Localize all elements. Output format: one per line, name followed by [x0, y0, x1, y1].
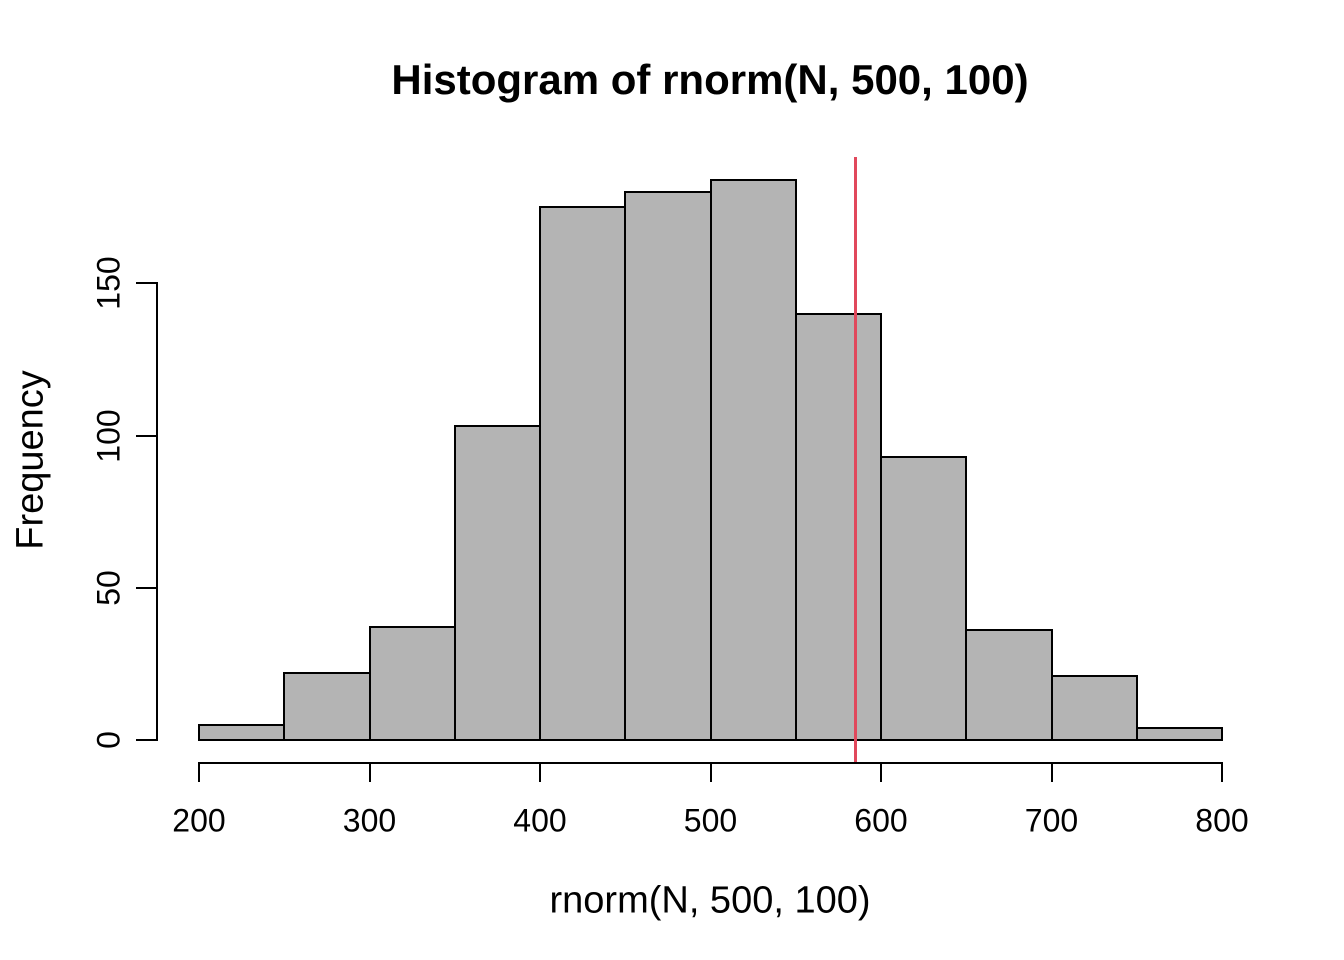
histogram-bar: [794, 312, 882, 741]
histogram-bar: [539, 206, 627, 741]
histogram-bar: [624, 190, 712, 741]
reference-vline: [853, 157, 857, 763]
x-tick-label: 400: [513, 802, 567, 839]
y-axis-line: [156, 282, 158, 741]
y-tick-label: 0: [90, 731, 127, 749]
x-axis-tick: [198, 762, 200, 782]
x-tick-label: 800: [1195, 802, 1249, 839]
chart-title: Histogram of rnorm(N, 500, 100): [391, 56, 1029, 103]
x-tick-label: 200: [172, 802, 226, 839]
histogram-bar: [283, 672, 371, 741]
y-tick-label: 100: [90, 408, 127, 463]
y-axis-tick: [136, 739, 156, 741]
histogram-bar: [368, 626, 456, 741]
x-axis-title: rnorm(N, 500, 100): [549, 879, 871, 922]
x-tick-label: 500: [683, 802, 738, 839]
x-tick-label: 600: [854, 802, 908, 839]
histogram-bar: [709, 178, 797, 741]
x-axis-tick: [1221, 762, 1223, 782]
y-axis-tick: [136, 434, 156, 437]
histogram-bar: [965, 629, 1053, 741]
x-axis-tick: [368, 762, 371, 782]
x-tick-label: 300: [342, 802, 397, 839]
x-axis-tick: [880, 762, 882, 782]
histogram-bar: [1135, 726, 1223, 741]
y-axis-tick: [136, 282, 156, 285]
y-axis-tick: [136, 586, 156, 589]
x-axis-tick: [709, 762, 712, 782]
histogram-bar: [1050, 675, 1138, 741]
x-tick-label: 700: [1024, 802, 1079, 839]
histogram-bar: [453, 425, 541, 741]
y-tick-label: 50: [90, 569, 127, 606]
x-axis-tick: [1050, 762, 1053, 782]
y-tick-label: 150: [90, 256, 127, 310]
histogram-bar: [880, 455, 968, 741]
x-axis-tick: [539, 762, 541, 782]
histogram-bar: [198, 723, 286, 741]
